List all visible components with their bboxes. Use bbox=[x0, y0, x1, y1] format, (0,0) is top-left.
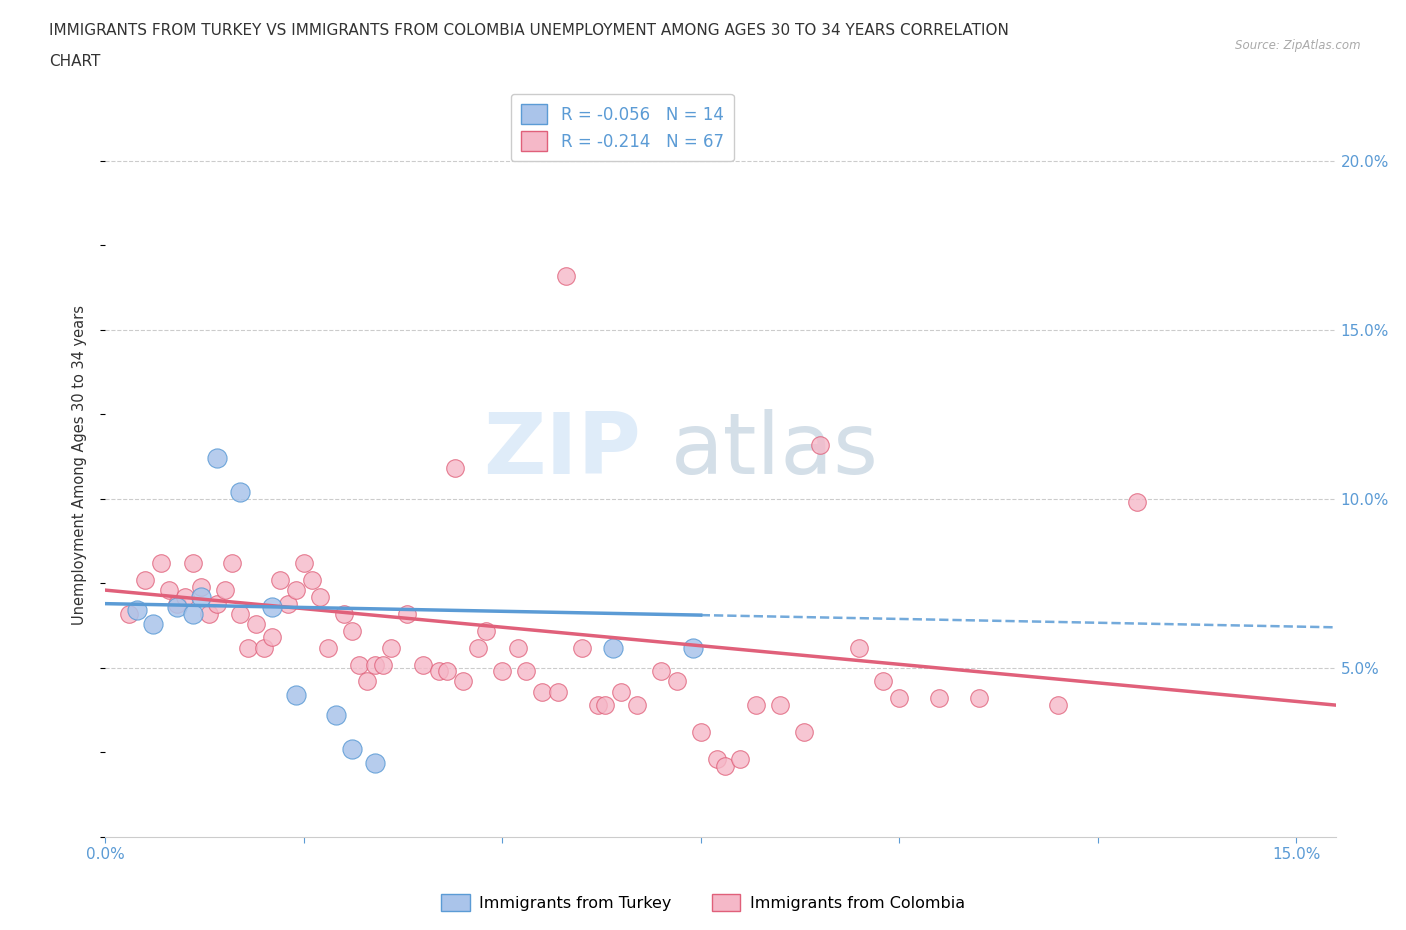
Point bbox=[190, 590, 212, 604]
Point bbox=[325, 708, 347, 723]
Point bbox=[308, 590, 330, 604]
Point bbox=[1046, 698, 1069, 712]
Point bbox=[205, 596, 228, 611]
Point bbox=[848, 640, 870, 655]
Point bbox=[166, 596, 188, 611]
Point bbox=[610, 684, 633, 699]
Point bbox=[134, 573, 156, 588]
Point bbox=[364, 755, 387, 770]
Text: Source: ZipAtlas.com: Source: ZipAtlas.com bbox=[1236, 39, 1361, 52]
Point bbox=[928, 691, 950, 706]
Point bbox=[730, 751, 752, 766]
Point bbox=[713, 759, 735, 774]
Point bbox=[515, 664, 537, 679]
Point bbox=[793, 724, 815, 739]
Point bbox=[682, 640, 704, 655]
Point bbox=[238, 640, 260, 655]
Point bbox=[229, 606, 252, 621]
Point bbox=[808, 437, 831, 452]
Point bbox=[245, 617, 267, 631]
Point bbox=[586, 698, 609, 712]
Point bbox=[356, 674, 378, 689]
Point bbox=[508, 640, 530, 655]
Legend: R = -0.056   N = 14, R = -0.214   N = 67: R = -0.056 N = 14, R = -0.214 N = 67 bbox=[510, 94, 734, 161]
Point bbox=[262, 600, 284, 615]
Point bbox=[118, 606, 141, 621]
Point bbox=[340, 741, 363, 756]
Point bbox=[181, 555, 204, 570]
Point bbox=[380, 640, 402, 655]
Point bbox=[349, 658, 371, 672]
Point bbox=[127, 603, 149, 618]
Point bbox=[554, 268, 576, 283]
Point bbox=[436, 664, 458, 679]
Point bbox=[269, 573, 291, 588]
Text: IMMIGRANTS FROM TURKEY VS IMMIGRANTS FROM COLOMBIA UNEMPLOYMENT AMONG AGES 30 TO: IMMIGRANTS FROM TURKEY VS IMMIGRANTS FRO… bbox=[49, 23, 1010, 38]
Text: ZIP: ZIP bbox=[482, 408, 641, 492]
Point bbox=[689, 724, 711, 739]
Point bbox=[190, 579, 212, 594]
Point bbox=[872, 674, 894, 689]
Point bbox=[451, 674, 474, 689]
Point bbox=[373, 658, 395, 672]
Point bbox=[571, 640, 593, 655]
Point bbox=[214, 583, 236, 598]
Point bbox=[396, 606, 419, 621]
Point bbox=[197, 606, 219, 621]
Point bbox=[150, 555, 173, 570]
Point bbox=[284, 687, 307, 702]
Point bbox=[412, 658, 434, 672]
Point bbox=[602, 640, 624, 655]
Text: atlas: atlas bbox=[672, 408, 879, 492]
Point bbox=[475, 623, 498, 638]
Point bbox=[467, 640, 489, 655]
Point bbox=[547, 684, 569, 699]
Point bbox=[316, 640, 339, 655]
Point bbox=[491, 664, 513, 679]
Point bbox=[142, 617, 165, 631]
Point bbox=[173, 590, 195, 604]
Point bbox=[301, 573, 323, 588]
Point bbox=[443, 461, 465, 476]
Point bbox=[364, 658, 387, 672]
Point bbox=[277, 596, 299, 611]
Point bbox=[292, 555, 315, 570]
Point bbox=[967, 691, 990, 706]
Point bbox=[595, 698, 617, 712]
Point bbox=[221, 555, 243, 570]
Point bbox=[340, 623, 363, 638]
Legend: Immigrants from Turkey, Immigrants from Colombia: Immigrants from Turkey, Immigrants from … bbox=[434, 888, 972, 917]
Point bbox=[332, 606, 354, 621]
Point bbox=[1126, 495, 1149, 510]
Point bbox=[889, 691, 911, 706]
Point bbox=[626, 698, 648, 712]
Point bbox=[427, 664, 450, 679]
Point bbox=[530, 684, 553, 699]
Text: CHART: CHART bbox=[49, 54, 101, 69]
Point bbox=[650, 664, 672, 679]
Point bbox=[745, 698, 768, 712]
Y-axis label: Unemployment Among Ages 30 to 34 years: Unemployment Among Ages 30 to 34 years bbox=[72, 305, 87, 625]
Point bbox=[166, 600, 188, 615]
Point bbox=[157, 583, 180, 598]
Point bbox=[253, 640, 276, 655]
Point bbox=[205, 451, 228, 466]
Point bbox=[262, 630, 284, 644]
Point bbox=[706, 751, 728, 766]
Point bbox=[769, 698, 792, 712]
Point bbox=[229, 485, 252, 499]
Point bbox=[665, 674, 688, 689]
Point bbox=[181, 606, 204, 621]
Point bbox=[284, 583, 307, 598]
